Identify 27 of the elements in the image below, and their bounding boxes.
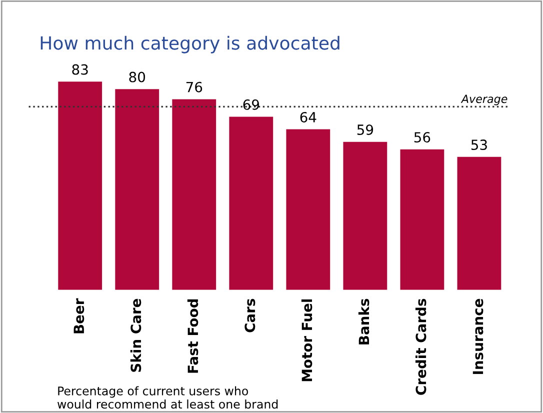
data-label: 56 xyxy=(414,132,430,143)
x-tick-label: Credit Cards xyxy=(415,298,426,395)
x-tick-label: Skin Care xyxy=(130,298,142,372)
bar xyxy=(343,142,388,290)
bar xyxy=(457,156,502,290)
data-label: 59 xyxy=(357,124,374,136)
bar xyxy=(115,89,160,290)
bar xyxy=(172,99,216,290)
data-label: 80 xyxy=(129,72,146,82)
bar xyxy=(286,129,330,290)
x-tick-label: Motor Fuel xyxy=(301,299,312,382)
x-tick-label: Fast Food xyxy=(187,299,198,373)
data-label: 53 xyxy=(471,140,487,150)
bar xyxy=(229,116,274,290)
x-tick-label: Insurance xyxy=(472,298,484,374)
data-label: 69 xyxy=(243,99,259,110)
ref-line-label: Average xyxy=(460,94,508,106)
data-label: 83 xyxy=(72,64,88,75)
bar xyxy=(58,82,102,290)
x-tick-label: Cars xyxy=(244,298,256,332)
x-tick-label: Beer xyxy=(74,298,84,334)
chart-title: How much category is advocated xyxy=(40,36,340,54)
data-label: 76 xyxy=(186,82,202,92)
data-label: 64 xyxy=(300,112,316,122)
text: Percentage of current users who would recommend at least one brand xyxy=(58,386,278,409)
x-tick-label: Banks xyxy=(358,298,370,344)
bar xyxy=(400,149,444,290)
